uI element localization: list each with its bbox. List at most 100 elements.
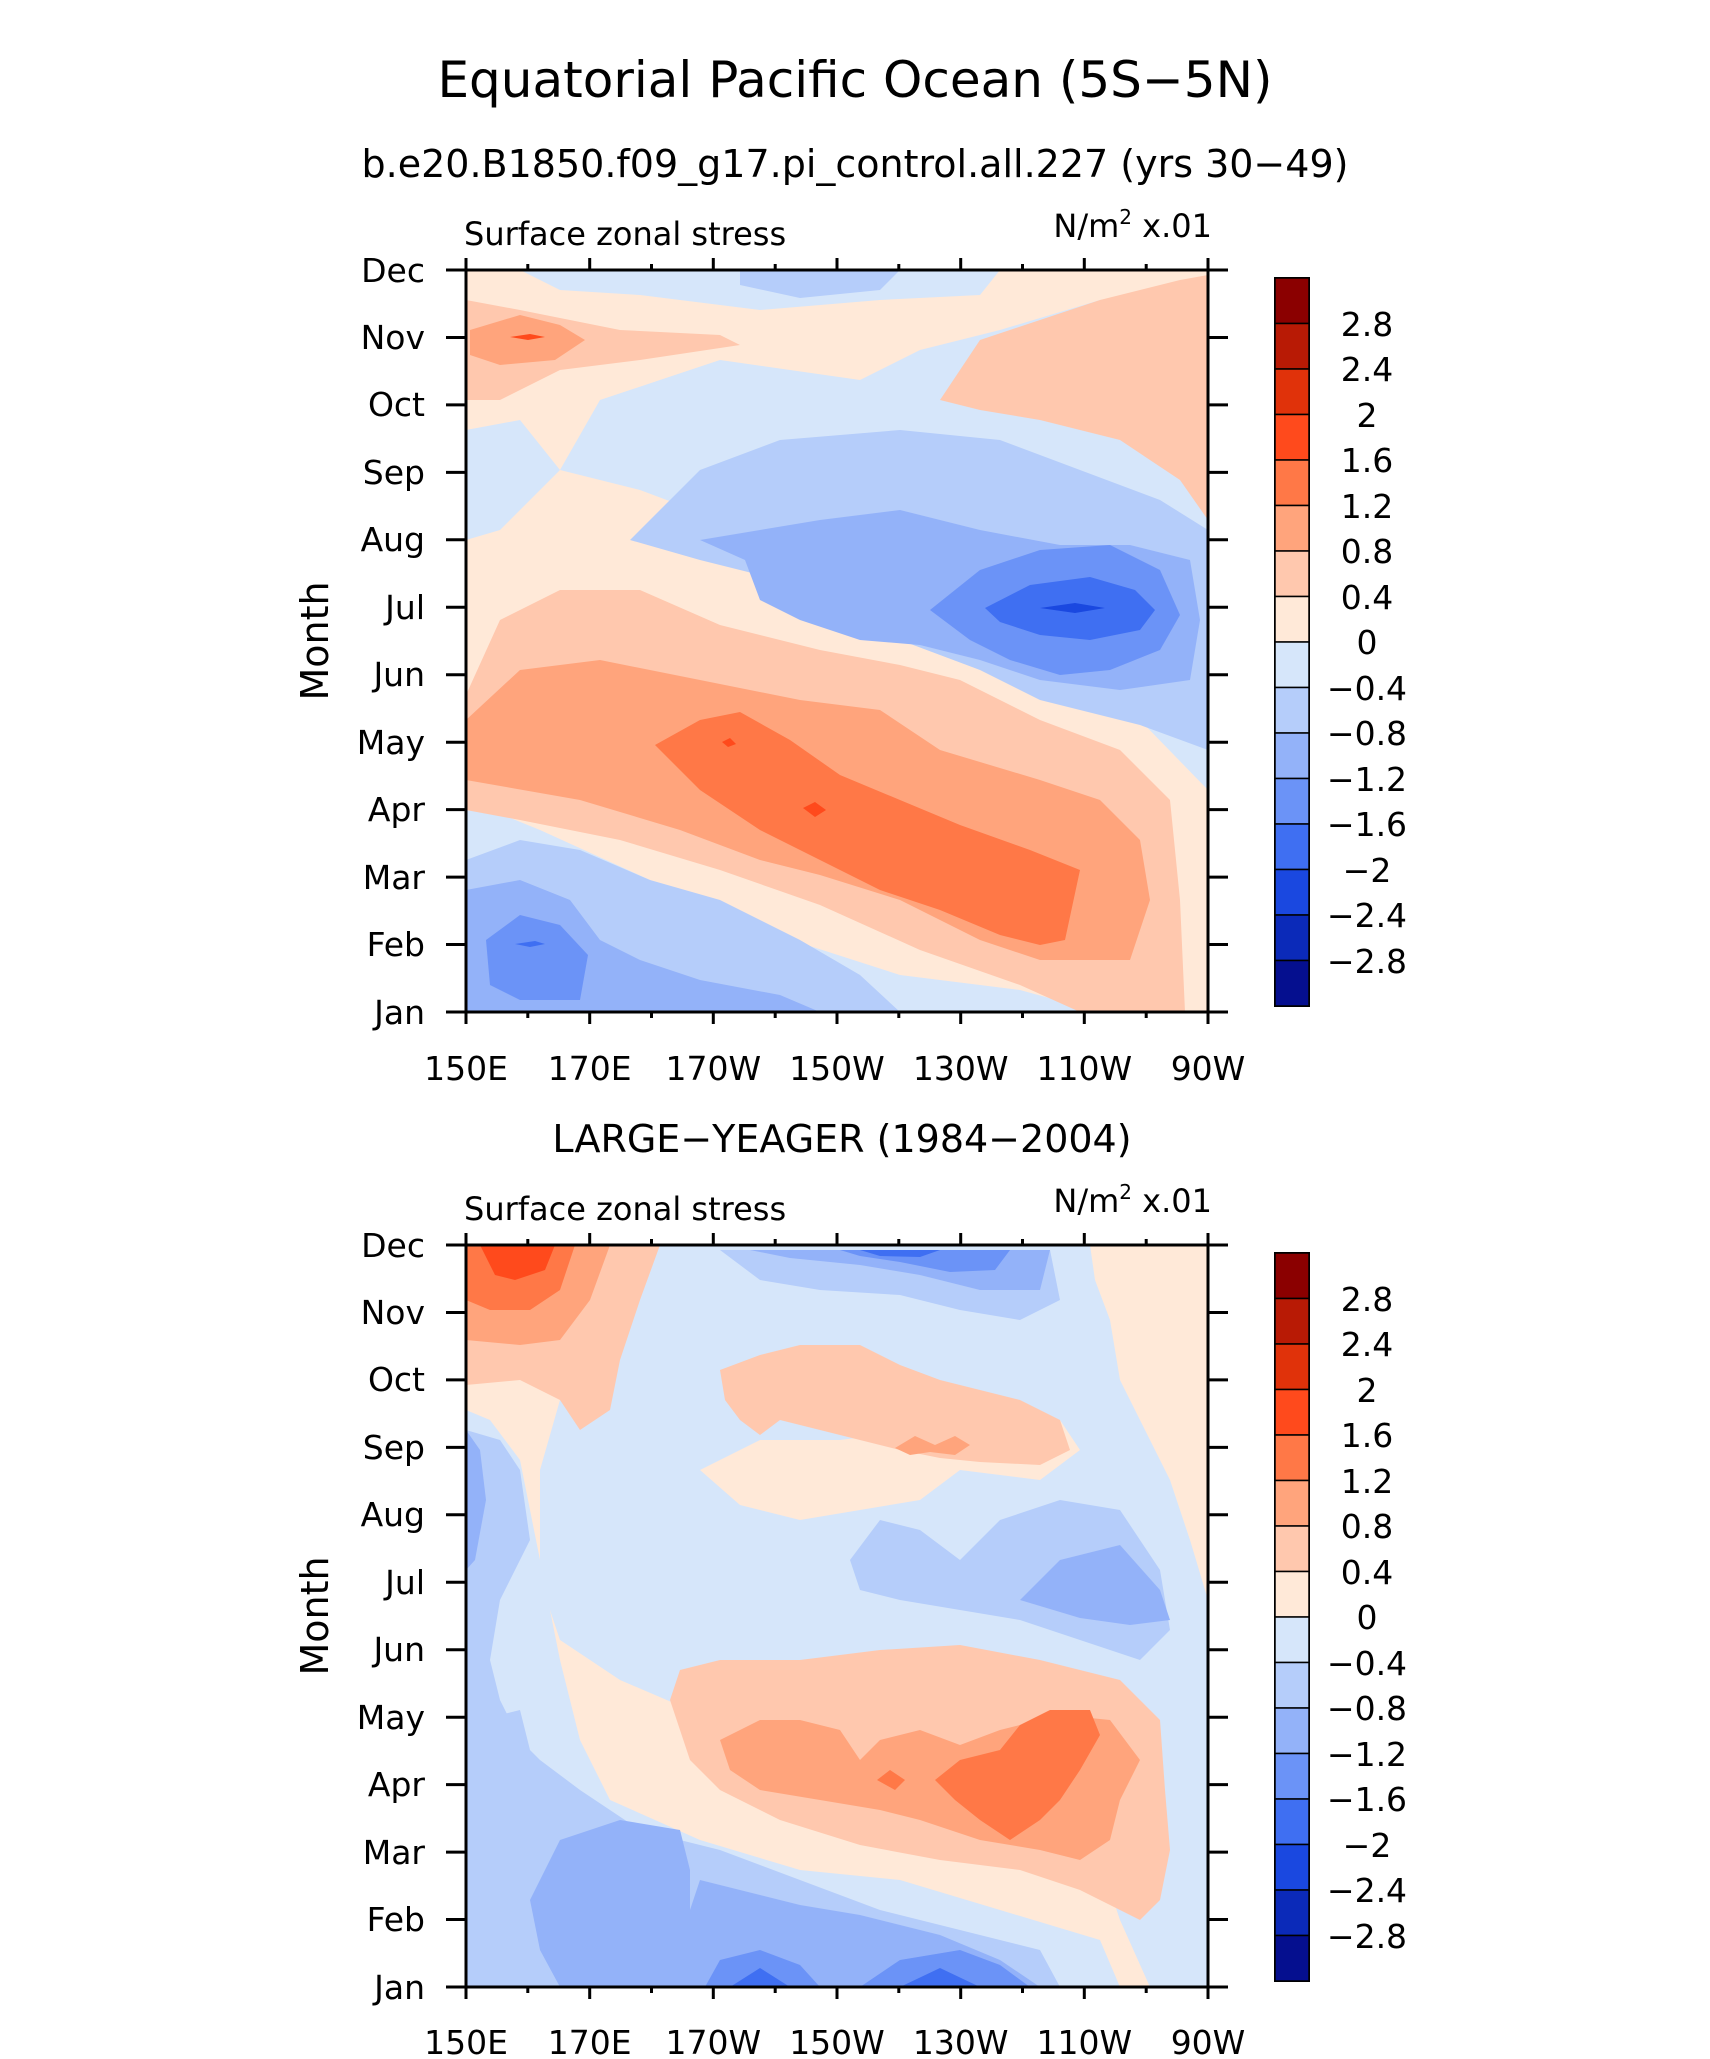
contour-neg-1.6 bbox=[705, 1950, 820, 1987]
x-tick-label: 110W bbox=[1036, 1049, 1132, 1088]
contour-neg-2.0 bbox=[730, 1968, 790, 1987]
y-tick-label: Feb bbox=[367, 1900, 425, 1939]
y-tick-label: Dec bbox=[361, 251, 425, 290]
colorbar-label: 2 bbox=[1357, 396, 1378, 435]
contour-pos-1.2 bbox=[877, 1770, 905, 1790]
contour-neg-1.2 bbox=[530, 1820, 1040, 1987]
contour-neg-2.4 bbox=[1040, 603, 1105, 613]
colorbar-swatch bbox=[1274, 368, 1310, 416]
contour-pos-1.6 bbox=[722, 738, 736, 747]
contour-neg-2.0 bbox=[515, 941, 545, 947]
x-tick-label: 150E bbox=[424, 2023, 508, 2059]
y-tick-label: Apr bbox=[368, 790, 426, 829]
colorbar-label: 1.2 bbox=[1341, 487, 1393, 526]
colorbar-swatch bbox=[1274, 686, 1310, 734]
panel-2-y-axis-label: Month bbox=[293, 1556, 337, 1675]
colorbar-label: 2.8 bbox=[1341, 305, 1393, 344]
colorbar-swatch bbox=[1274, 322, 1310, 370]
colorbar-swatch bbox=[1274, 1297, 1310, 1345]
y-tick-label: Feb bbox=[367, 925, 425, 964]
colorbar-swatch bbox=[1274, 277, 1310, 325]
x-tick-label: 130W bbox=[913, 1049, 1009, 1088]
x-tick-label: 170E bbox=[548, 1049, 632, 1088]
x-tick-label: 150W bbox=[789, 1049, 885, 1088]
contour-pos-1.6 bbox=[480, 1245, 555, 1280]
colorbar-swatch bbox=[1274, 959, 1310, 1007]
colorbar-swatch bbox=[1274, 914, 1310, 962]
x-tick-label: 170W bbox=[665, 2023, 761, 2059]
colorbar-label: −1.2 bbox=[1327, 760, 1407, 799]
main-title: Equatorial Pacific Ocean (5S−5N) bbox=[437, 51, 1272, 109]
colorbar-label: −0.8 bbox=[1327, 1689, 1407, 1728]
colorbar-swatch bbox=[1274, 504, 1310, 552]
contour-neg-1.6 bbox=[486, 915, 588, 1000]
colorbar-label: 2.4 bbox=[1341, 350, 1393, 389]
y-tick-label: Jun bbox=[371, 1630, 425, 1669]
colorbar-label: 0.4 bbox=[1341, 578, 1393, 617]
panel-2-right-string: N/m2 x.01 bbox=[1053, 1180, 1212, 1220]
colorbar-swatches bbox=[1274, 277, 1310, 1007]
colorbar-swatch bbox=[1274, 868, 1310, 916]
y-tick-label: Sep bbox=[363, 453, 425, 492]
colorbar-label: 0 bbox=[1357, 623, 1378, 662]
colorbar-swatch bbox=[1274, 1525, 1310, 1573]
panel-1-title: b.e20.B1850.f09_g17.pi_control.all.227 (… bbox=[362, 142, 1349, 186]
colorbar-label: 1.6 bbox=[1341, 441, 1393, 480]
colorbar-swatches bbox=[1274, 1252, 1310, 1982]
y-tick-label: Oct bbox=[368, 385, 425, 424]
panel-1-contour-field bbox=[466, 270, 1208, 1012]
panel-1-right-string: N/m2 x.01 bbox=[1053, 205, 1212, 245]
y-tick-label: Jan bbox=[372, 993, 425, 1032]
colorbar-label: 0.4 bbox=[1341, 1553, 1393, 1592]
panel-2-x-ticks bbox=[464, 1233, 1210, 1999]
panel-2-left-string: Surface zonal stress bbox=[464, 1190, 786, 1228]
colorbar-swatch bbox=[1274, 595, 1310, 643]
panel-1-left-string: Surface zonal stress bbox=[464, 215, 786, 253]
panel-1-x-ticks bbox=[464, 258, 1210, 1024]
x-tick-label: 90W bbox=[1171, 1049, 1246, 1088]
colorbar-swatch bbox=[1274, 413, 1310, 461]
contour-neg-1.2 bbox=[466, 1430, 486, 1570]
colorbar-swatch bbox=[1274, 1616, 1310, 1664]
y-tick-label: Jan bbox=[372, 1968, 425, 2007]
colorbar-swatch bbox=[1274, 1843, 1310, 1891]
colorbar-label: −2.8 bbox=[1327, 1917, 1407, 1956]
colorbar-labels: 2.8 2.4 2 1.6 1.2 0.8 0.4 0 −0.4 −0.8 −1… bbox=[1327, 305, 1407, 981]
colorbar-label: 2 bbox=[1357, 1371, 1378, 1410]
contour-neg-0.8 bbox=[740, 270, 900, 298]
colorbar-label: −0.8 bbox=[1327, 714, 1407, 753]
contour-pos-1.2 bbox=[655, 712, 1080, 945]
colorbar-label: −2 bbox=[1343, 851, 1392, 890]
panel-2-x-tick-labels: 150E 170E 170W 150W 130W 110W 90W bbox=[424, 2023, 1245, 2059]
colorbar-label: −0.4 bbox=[1327, 669, 1407, 708]
colorbar-label: 0.8 bbox=[1341, 1507, 1393, 1546]
colorbar-swatch bbox=[1274, 732, 1310, 780]
y-tick-label: Mar bbox=[363, 1833, 426, 1872]
colorbar-swatch bbox=[1274, 1434, 1310, 1482]
y-tick-label: Apr bbox=[368, 1765, 426, 1804]
x-tick-label: 170W bbox=[665, 1049, 761, 1088]
y-tick-label: Aug bbox=[361, 1495, 425, 1534]
y-tick-label: Nov bbox=[361, 318, 425, 357]
colorbar-label: 0.8 bbox=[1341, 532, 1393, 571]
panel-2-contour-field bbox=[466, 1245, 1208, 1987]
panel-2: LARGE−YEAGER (1984−2004) Surface zonal s… bbox=[293, 1117, 1407, 2059]
colorbar-label: −2.8 bbox=[1327, 942, 1407, 981]
colorbar-label: −1.6 bbox=[1327, 805, 1407, 844]
y-tick-label: May bbox=[357, 723, 425, 762]
x-tick-label: 150W bbox=[789, 2023, 885, 2059]
contour-neg-0.8 bbox=[850, 1500, 1170, 1660]
colorbar-label: −2 bbox=[1343, 1826, 1392, 1865]
contour-pos-1.2 bbox=[935, 1710, 1100, 1840]
panel-2-y-tick-labels: Jan Feb Mar Apr May Jun Jul Aug Sep Oct … bbox=[357, 1226, 426, 2007]
colorbar-swatch bbox=[1274, 1707, 1310, 1755]
contour-pos-1.6 bbox=[803, 802, 826, 817]
y-tick-label: Oct bbox=[368, 1360, 425, 1399]
y-tick-label: Nov bbox=[361, 1293, 425, 1332]
colorbar-labels: 2.8 2.4 2 1.6 1.2 0.8 0.4 0 −0.4 −0.8 −1… bbox=[1327, 1280, 1407, 1956]
contour-neg-1.2 bbox=[1020, 1545, 1170, 1625]
contour-pos-1.6 bbox=[510, 334, 545, 340]
contour-neg-0.8 bbox=[480, 1710, 530, 1750]
colorbar-label: 0 bbox=[1357, 1598, 1378, 1637]
